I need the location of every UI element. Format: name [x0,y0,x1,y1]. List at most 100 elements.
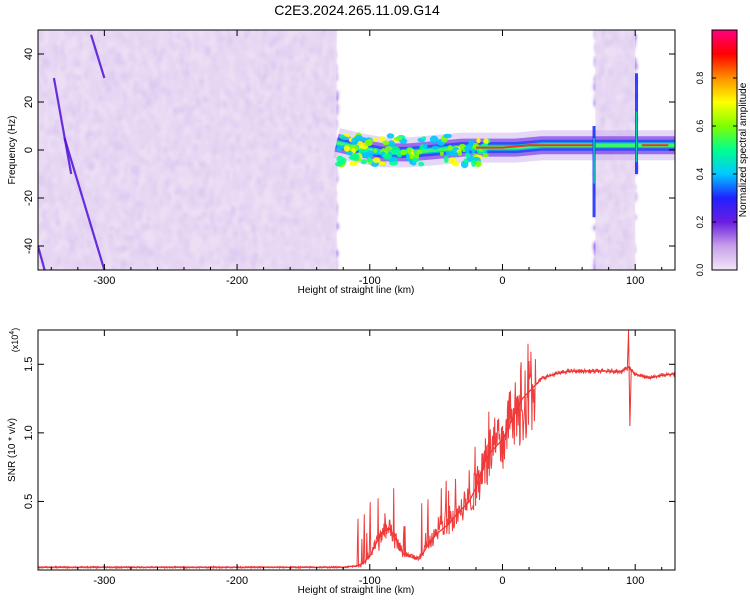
signal-blob [458,143,466,150]
colorbar-tick-label: 0.6 [695,120,705,133]
signal-blob [361,151,370,158]
signal-blob [372,157,381,163]
snr-scale-note: (x104) [9,328,20,352]
signal-blob [464,153,471,158]
signal-blob [483,138,489,145]
snr-series-line [38,366,675,568]
snr-frame [37,329,676,571]
x-tick-label: -300 [93,575,115,587]
snr-data-point [302,566,305,569]
snr-data-point [508,425,510,427]
snr-data-point [441,528,444,530]
snr-data-point [362,562,364,564]
signal-blob [457,150,462,157]
signal-blob [423,143,428,149]
signal-blob [382,140,390,146]
colorbar-tick-label: 0.2 [695,216,705,229]
snr-data-point [169,566,172,569]
signal-blob [340,136,349,141]
snr-data-point [534,384,537,386]
colorbar-label: Normalized spectral amplitude [738,82,749,217]
spectrogram-x-label: Height of straight line (km) [298,285,415,296]
signal-blob [405,153,410,162]
snr-data-point [455,514,457,516]
snr-data-point [495,445,497,448]
signal-blob [421,136,427,141]
snr-data-point [568,370,570,372]
snr-data-point [634,373,636,375]
snr-data-point [481,466,484,468]
colorbar-axis: 0.0 0.2 0.4 0.6 0.8 [695,72,737,276]
snr-data-point [435,533,437,536]
noise-streak [90,34,106,79]
x-tick-label: 0 [499,275,505,287]
snr-y-label: SNR (10 * v/v) [7,418,18,482]
snr-data-point [521,397,524,400]
signal-blob [349,160,358,166]
scale-note-exponent: 4 [9,331,16,335]
signal-blob [471,159,477,167]
signal-blob [475,160,482,168]
x-tick-label: -200 [226,275,248,287]
snr-data-point [647,377,650,379]
colorbar-tick-label: 0.8 [695,72,705,85]
snr-background [38,330,675,570]
y-tick-label: 1.0 [23,425,35,440]
x-tick-label: -100 [359,275,381,287]
x-tick-label: -300 [93,275,115,287]
x-tick-label: 100 [626,575,644,587]
signal-blob [382,153,392,160]
noise-streak [52,77,73,175]
signal-blob [412,157,420,163]
y-tick-label: 0.5 [23,494,35,509]
snr-x-axis: -300 -200 -100 0 100 [50,330,663,587]
y-tick-label: 0 [23,147,35,153]
snr-data-point [468,500,471,503]
signal-blob [418,161,425,167]
signal-blob [354,134,363,141]
signal-blob [351,157,359,161]
snr-spike [626,330,632,427]
noise-streak [38,245,46,270]
snr-data-point [594,370,597,372]
colorbar: 0.0 0.2 0.4 0.6 0.8 Normalized spectral ampl… [695,29,749,276]
snr-data-point [514,411,517,414]
signal-blob [336,144,343,152]
snr-data-point [581,370,583,372]
signal-blob [439,151,444,156]
signal-blob [476,137,481,144]
signal-blob [378,161,386,166]
svg-text:(x104): (x104) [9,328,20,352]
signal-blob [443,155,449,163]
snr-data-point [408,555,411,558]
signal-blob [387,140,396,148]
signal-blob [416,149,423,155]
snr-data-point [501,438,504,441]
signal-blob [393,136,402,141]
signal-blob [400,149,407,156]
snr-data-point [621,370,623,372]
noise-streak [63,137,106,270]
spectrogram-y-axis: -40 -20 0 20 40 [23,48,675,254]
x-tick-label: 0 [499,575,505,587]
y-tick-label: 20 [23,96,35,108]
signal-blob [343,145,350,152]
y-tick-label: -20 [23,190,35,206]
signal-blob [373,148,378,153]
snr-data-point [388,528,391,530]
snr-data-point [475,486,477,489]
chart-title: C2E3.2024.265.11.09.G14 [274,2,440,18]
colorbar-tick-label: 0.4 [695,168,705,181]
signal-blob [367,138,373,146]
signal-blob [451,161,460,167]
signal-blob [445,150,455,157]
signal-blob [366,156,372,163]
snr-data-point [627,366,630,368]
colorbar-gradient [711,29,738,271]
snr-data-point [488,452,491,455]
signal-blob [379,136,386,142]
signal-blob [391,156,398,162]
snr-y-axis: 0.5 1.0 1.5 [23,357,675,509]
snr-data-point [382,530,384,533]
signal-blob [407,147,412,155]
